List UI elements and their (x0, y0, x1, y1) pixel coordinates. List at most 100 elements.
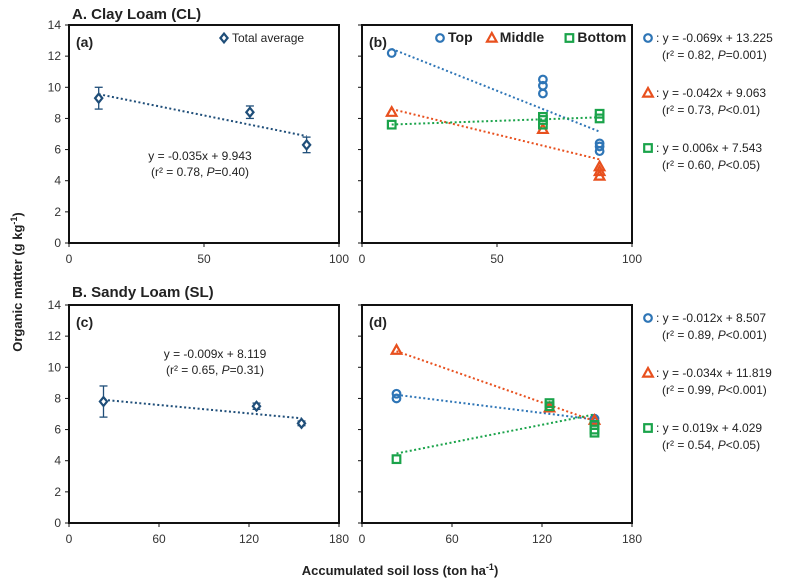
data-point-total-average (93, 92, 104, 105)
legend-label: Total average (232, 31, 304, 45)
legend-label-top: Top (448, 29, 473, 45)
trend-line-total-average (103, 398, 302, 420)
side-legend-stats: (r² = 0.54, P<0.05) (662, 438, 760, 452)
y-tick-label: 10 (48, 80, 62, 94)
y-tick-label: 2 (54, 205, 61, 219)
y-tick-label: 8 (54, 111, 61, 125)
y-tick-label: 4 (54, 454, 61, 468)
data-point-middle (587, 412, 602, 425)
data-point-top (594, 141, 605, 152)
data-point-middle (592, 168, 607, 181)
trend-line-top (391, 47, 600, 133)
legend-marker-middle (485, 30, 499, 43)
panel-b: 0 50 100 (b) Top Middle Bottom: y = -0.069x + … (358, 24, 773, 266)
side-legend-equation: : y = -0.034x + 11.819 (656, 366, 772, 380)
x-tick-label: 0 (66, 252, 73, 266)
trend-line-middle (391, 108, 600, 161)
data-point-top (391, 388, 402, 399)
side-legend-equation: : y = 0.019x + 4.029 (656, 421, 762, 435)
data-point-total-average (244, 106, 255, 119)
side-legend-stats: (r² = 0.99, P<0.001) (662, 383, 767, 397)
x-tick-label: 50 (197, 252, 211, 266)
side-legend-equation: : y = -0.012x + 8.507 (656, 311, 766, 325)
panel-label: (d) (369, 314, 387, 330)
trend-line-total-average (98, 93, 307, 138)
side-legend-marker-bottom (643, 143, 653, 153)
data-point-bottom (544, 401, 555, 412)
data-point-middle (385, 104, 399, 117)
regression-stats: (r² = 0.65, P=0.31) (166, 363, 264, 377)
trend-line-bottom (396, 413, 595, 455)
y-axis-label: Organic matter (g kg-1) (9, 212, 25, 352)
side-legend-stats: (r² = 0.60, P<0.05) (662, 158, 760, 172)
data-point-total-average (301, 138, 312, 152)
side-legend-marker-middle (641, 85, 655, 98)
x-tick-label: 120 (532, 532, 552, 546)
legend-marker-bottom (564, 33, 575, 43)
side-legend-equation: : y = 0.006x + 7.543 (656, 141, 762, 155)
y-tick-label: 10 (48, 360, 62, 374)
data-point-top (391, 393, 402, 404)
data-point-bottom (386, 119, 397, 130)
y-tick-label: 14 (48, 18, 62, 32)
side-legend-equation: : y = -0.042x + 9.063 (656, 86, 766, 100)
data-point-top (386, 48, 397, 58)
side-legend-marker-top (643, 313, 653, 323)
y-tick-label: 14 (48, 298, 62, 312)
y-tick-label: 6 (54, 143, 61, 157)
trend-line-top (396, 393, 595, 421)
legend-marker (218, 31, 230, 45)
regression-stats: (r² = 0.78, P=0.40) (151, 165, 249, 179)
panel-label: (a) (76, 34, 93, 50)
trend-line-bottom (391, 116, 600, 126)
panel-label: (c) (76, 314, 93, 330)
x-tick-label: 60 (152, 532, 166, 546)
legend-marker-top (435, 33, 445, 43)
x-tick-label: 60 (445, 532, 459, 546)
x-tick-label: 50 (490, 252, 504, 266)
x-tick-label: 100 (622, 252, 642, 266)
y-tick-label: 0 (54, 516, 61, 530)
legend-label-bottom: Bottom (577, 29, 626, 45)
side-legend-stats: (r² = 0.82, P=0.001) (662, 48, 767, 62)
plot-frame (68, 304, 340, 524)
y-tick-label: 4 (54, 174, 61, 188)
x-tick-label: 180 (622, 532, 642, 546)
plot-frame (361, 304, 633, 524)
side-legend-marker-top (643, 33, 653, 43)
data-point-total-average (98, 395, 109, 408)
regression-equation: y = -0.035x + 9.943 (148, 149, 252, 163)
x-tick-label: 0 (359, 532, 366, 546)
section-title-clay-loam: A. Clay Loam (CL) (72, 6, 201, 23)
panel-a: 0 2 4 6 8 10 12 14 0 50 100 (a) Total average y = -0.… (48, 18, 350, 266)
trend-line-middle (396, 350, 595, 422)
side-legend-stats: (r² = 0.89, P<0.001) (662, 328, 767, 342)
x-axis-label: Accumulated soil loss (ton ha-1) (302, 562, 499, 578)
x-tick-label: 0 (66, 532, 73, 546)
y-tick-label: 6 (54, 423, 61, 437)
y-tick-label: 0 (54, 236, 61, 250)
data-point-total-average (296, 417, 307, 430)
side-legend-marker-middle (641, 365, 655, 378)
x-tick-label: 0 (359, 252, 366, 266)
data-point-bottom (391, 454, 402, 465)
data-point-total-average (251, 400, 262, 413)
data-point-bottom (589, 427, 600, 438)
data-point-bottom (594, 113, 605, 124)
side-legend-stats: (r² = 0.73, P<0.01) (662, 103, 760, 117)
side-legend-equation: : y = -0.069x + 13.225 (656, 31, 773, 45)
data-point-top (594, 146, 605, 157)
side-legend-marker-bottom (643, 423, 653, 433)
y-tick-label: 8 (54, 391, 61, 405)
data-point-top (538, 88, 548, 99)
data-point-middle (389, 342, 404, 355)
y-tick-label: 12 (48, 329, 62, 343)
panel-d: 0 60 120 180 (d) : y = -0.012x + 8.507 (r² = 0… (358, 304, 772, 546)
panel-c: 0 2 4 6 8 10 12 14 0 60 120 180 (c) y = -0.009x + 8.1… (48, 298, 350, 546)
regression-equation: y = -0.009x + 8.119 (164, 347, 267, 361)
y-tick-label: 12 (48, 49, 62, 63)
x-tick-label: 120 (239, 532, 259, 546)
data-point-bottom (537, 119, 548, 130)
